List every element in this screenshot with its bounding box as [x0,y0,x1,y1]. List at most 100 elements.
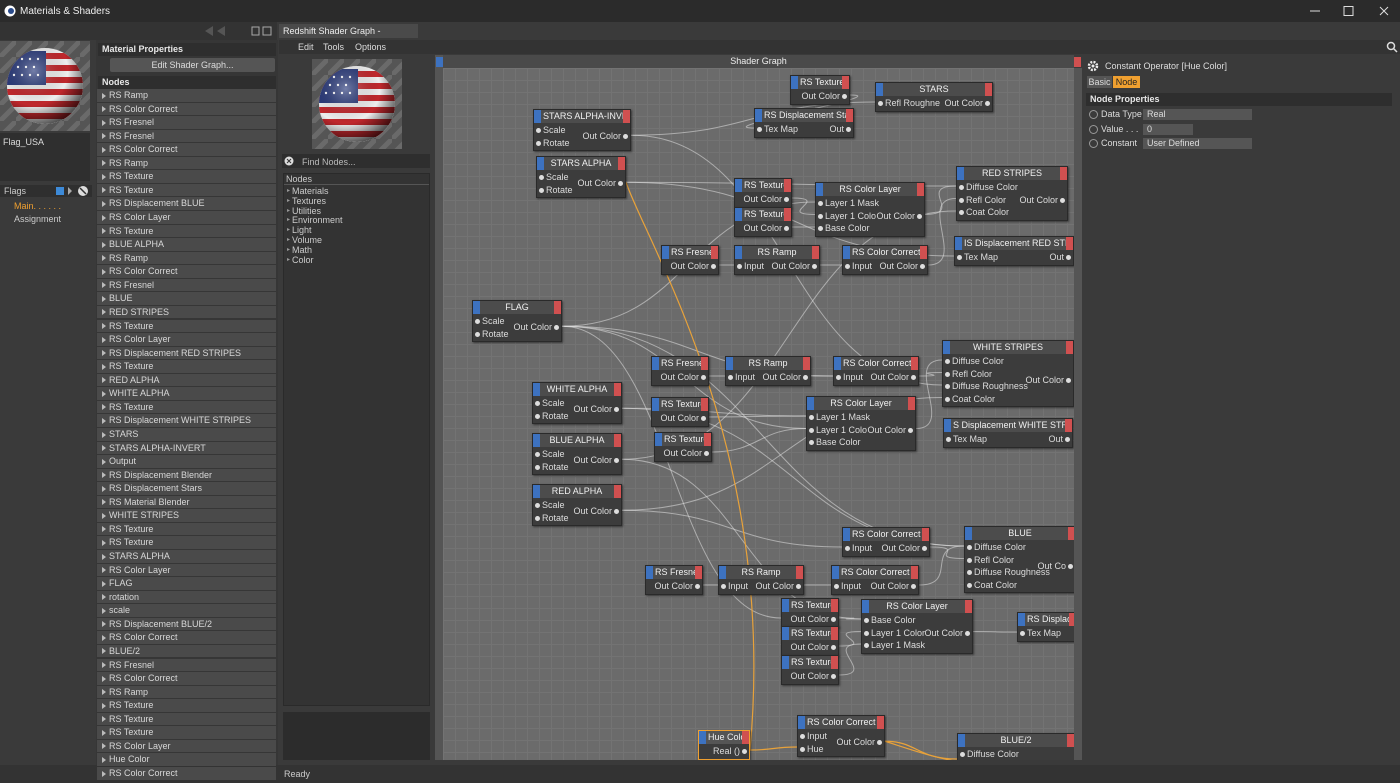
shader-node[interactable]: WHITE STRIPES Diffuse Color Refl Color Diff… [942,340,1074,407]
shader-node[interactable]: RS Color Layer Layer 1 Mask Layer 1 Colo Ba… [806,396,916,451]
shader-node[interactable]: RS Color Layer Layer 1 Mask Layer 1 Colo Ba… [815,182,925,237]
node-list-item[interactable]: RS Texture [97,536,276,549]
node-list-item[interactable]: RS Color Correct [97,631,276,644]
node-list-item[interactable]: RS Texture [97,360,276,373]
shader-node[interactable]: RS Texture Out Color [781,626,839,656]
menu-item[interactable]: Edit [298,42,314,52]
field-value[interactable]: User Defined [1143,138,1252,149]
node-list-item[interactable]: RED STRIPES [97,305,276,319]
radio[interactable] [1089,124,1098,134]
node-list-item[interactable]: RS Texture [97,183,276,197]
tree-item[interactable]: Materials [287,186,328,196]
shader-node[interactable]: FLAG Scale Rotate Out Color [472,300,562,342]
shader-node[interactable]: RS Texture Out Color [734,178,792,208]
tab-node[interactable]: Node [1113,76,1140,88]
node-list-item[interactable]: Output [97,455,276,468]
shader-node[interactable]: RED STRIPES Diffuse Color Refl Color Coat C… [956,166,1068,221]
node-list-item[interactable]: RS Ramp [97,156,276,170]
shader-node[interactable]: RS Fresnel Out Color [661,245,719,275]
node-list-item[interactable]: RS Color Layer [97,739,276,753]
radio[interactable] [1089,110,1098,119]
graph-canvas[interactable]: RS Texture Out Color STARS Refl Roughne Out … [443,68,1074,760]
shader-node[interactable]: RS Ramp Input Out Color [734,245,820,275]
flag-color[interactable] [56,187,64,195]
node-list-item[interactable]: RS Texture [97,319,276,333]
node-list-item[interactable]: Hue Color [97,753,276,766]
toolbar-icons[interactable] [195,24,275,38]
shader-node[interactable]: IS Displacement RED STRIPES Tex Map Out [954,236,1074,266]
node-list-item[interactable]: RS Displacement Blender [97,468,276,482]
shader-node[interactable]: RS Color Correct Input Out Color [842,527,930,557]
shader-node[interactable]: RS Texture Out Color [734,207,792,237]
node-list-item[interactable]: rotation [97,590,276,604]
node-list-item[interactable]: RS Color Correct [97,265,276,278]
node-list-item[interactable]: RS Texture [97,699,276,712]
node-list-item[interactable]: BLUE [97,292,276,305]
shader-node[interactable]: STARS Refl Roughne Out Color [875,82,993,112]
node-list-item[interactable]: STARS ALPHA-INVERT [97,441,276,455]
node-list-item[interactable]: RS Displacement BLUE [97,197,276,210]
node-list-item[interactable]: RS Displacement WHITE STRIPES [97,414,276,427]
tree-item[interactable]: Light [287,225,311,235]
shader-node[interactable]: RS Texture Out Color [654,432,712,462]
shader-node[interactable]: BLUE ALPHA Scale Rotate Out Color [532,433,622,475]
node-list-item[interactable]: RS Color Layer [97,333,276,346]
shader-node[interactable]: RS Ramp Input Out Color [718,565,804,595]
tree-item[interactable]: Environment [287,215,342,225]
node-list-item[interactable]: STARS [97,428,276,441]
node-list-item[interactable]: RS Color Correct [97,102,276,116]
node-list-item[interactable]: BLUE ALPHA [97,238,276,251]
node-list-item[interactable]: FLAG [97,577,276,590]
shader-node[interactable]: RS Texture Out Color [781,655,839,685]
shader-node[interactable]: RS Displacen Tex Map [1017,612,1074,642]
shader-node[interactable]: RS Fresnel Out Color [651,356,709,386]
editor-tab[interactable]: Redshift Shader Graph - Flag_USA [279,24,418,50]
shader-node[interactable]: WHITE ALPHA Scale Rotate Out Color [532,382,622,424]
field-value[interactable]: 0 [1143,123,1193,135]
node-list-item[interactable]: RS Fresnel [97,129,276,143]
tab-assignment[interactable]: Assignment [14,214,62,224]
edit-shader-graph-button[interactable]: Edit Shader Graph... [110,58,275,72]
search-box[interactable] [282,154,430,168]
node-list-item[interactable]: RS Displacement Stars [97,482,276,495]
node-list-item[interactable]: RS Displacement BLUE/2 [97,617,276,631]
node-list-item[interactable]: RS Color Correct [97,767,276,780]
window-controls[interactable] [1305,4,1395,18]
node-list-item[interactable]: RS Texture [97,726,276,739]
node-list-item[interactable]: RS Color Layer [97,211,276,224]
node-list-item[interactable]: WHITE ALPHA [97,387,276,400]
shader-node[interactable]: Hue Color Real () [698,730,750,760]
shader-node[interactable]: RS Fresnel Out Color [645,565,703,595]
shader-node[interactable]: STARS ALPHA-INVERT Scale Rotate Out Color [533,109,631,151]
shader-node[interactable]: S Displacement WHITE STRIPE Tex Map Out [943,418,1073,448]
flag-icons[interactable] [67,185,91,197]
node-list-item[interactable]: RS Color Layer [97,563,276,577]
node-list-item[interactable]: RS Fresnel [97,658,276,672]
shader-node[interactable]: RED ALPHA Scale Rotate Out Color [532,484,622,526]
node-list-item[interactable]: RS Fresnel [97,278,276,292]
shader-node[interactable]: RS Texture Out Color [790,75,850,105]
node-list-item[interactable]: RS Texture [97,522,276,536]
node-list-item[interactable]: BLUE/2 [97,644,276,658]
radio[interactable] [1089,139,1098,148]
tab-main[interactable]: Main. . . . . . [14,201,62,211]
node-list-item[interactable]: RS Displacement RED STRIPES [97,346,276,360]
shader-node[interactable]: RS Color Layer Base Color Layer 1 Color Lay… [861,599,973,654]
node-list-item[interactable]: RS Texture [97,400,276,414]
shader-node[interactable]: BLUE Diffuse Color Refl Color Diffuse Rough… [964,526,1074,593]
menu-item[interactable]: Options [355,42,387,52]
node-list-item[interactable]: scale [97,604,276,617]
node-list-item[interactable]: RS Texture [97,712,276,726]
node-list-item[interactable]: RS Ramp [97,89,276,102]
gear-icon[interactable] [1087,60,1099,72]
menu-item[interactable]: Tools [323,42,345,52]
tree-item[interactable]: Utilities [287,206,321,216]
tree-item[interactable]: Textures [287,196,326,206]
tab-basic[interactable]: Basic [1087,76,1112,88]
node-list-item[interactable]: RS Color Correct [97,143,276,156]
shader-node[interactable]: RS Color Correct Input Out Color [831,565,919,595]
node-list-item[interactable]: RED ALPHA [97,373,276,387]
node-list-item[interactable]: WHITE STRIPES [97,509,276,522]
node-list-item[interactable]: RS Texture [97,224,276,238]
